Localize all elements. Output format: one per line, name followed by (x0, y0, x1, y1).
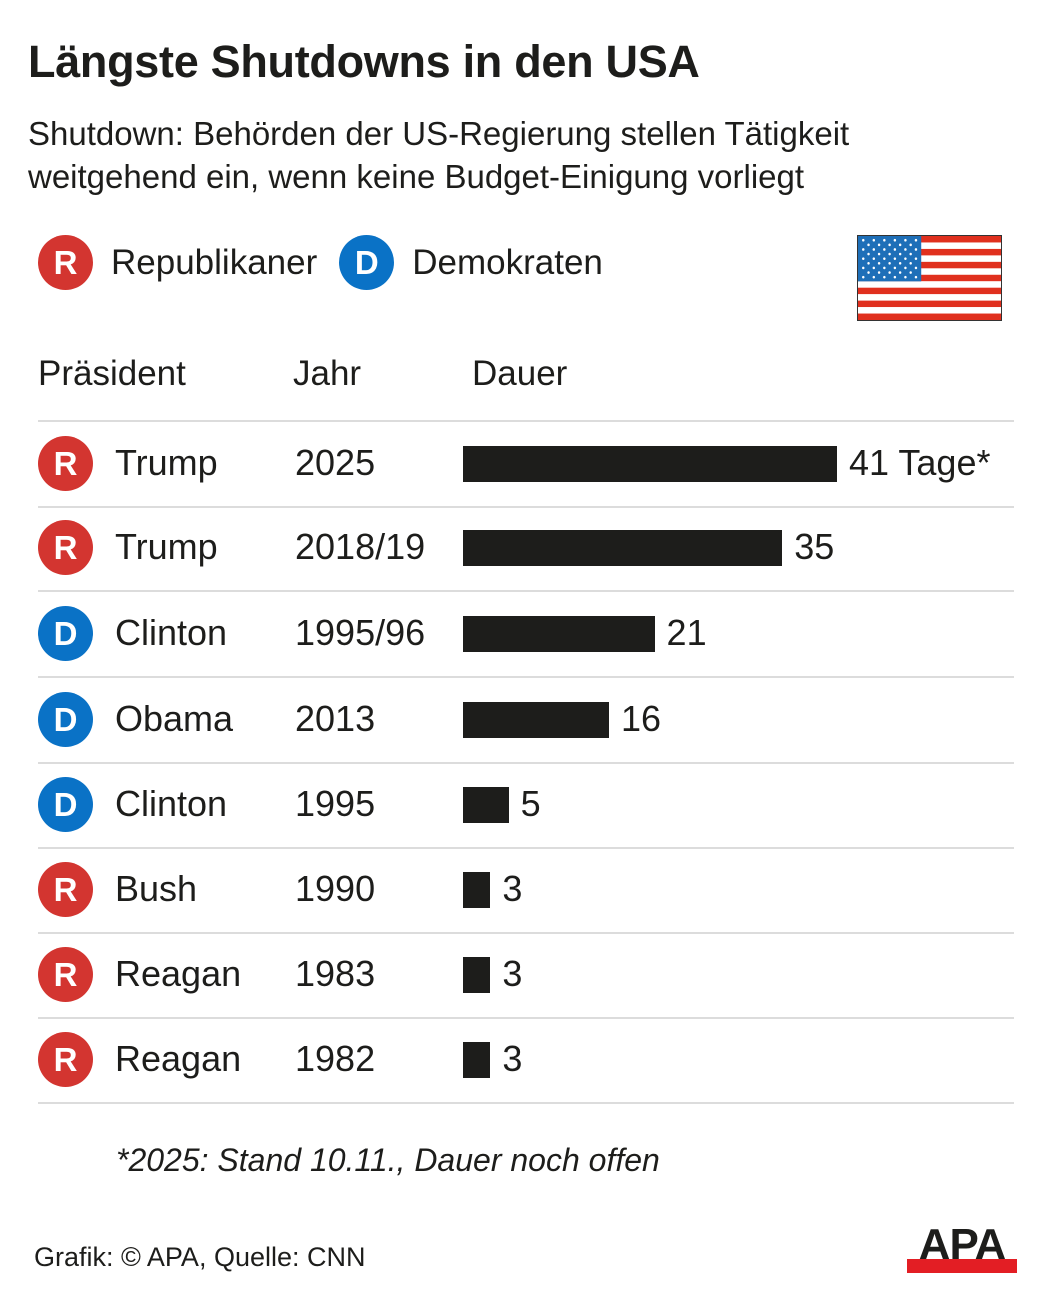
duration-bar (463, 530, 783, 566)
duration-bar (463, 702, 609, 738)
democrat-badge-icon: D (38, 606, 93, 661)
president-name: Obama (115, 698, 234, 739)
table-row: D Clinton 1995/96 21 (38, 592, 1014, 676)
republican-badge-icon: R (38, 436, 93, 491)
table-row: R Reagan 1982 3 (38, 1018, 1014, 1102)
republican-badge-icon: R (38, 947, 93, 1002)
apa-logo: APA (907, 1220, 1017, 1274)
duration-bar (463, 872, 491, 908)
column-header-duration: Dauer (472, 354, 568, 393)
republican-badge-icon: R (38, 862, 93, 917)
duration-label: 5 (520, 783, 541, 824)
shutdown-year: 1995 (295, 783, 376, 824)
table-divider (38, 590, 1014, 592)
chart-subtitle: Shutdown: Behörden der US-Regierung stel… (28, 115, 850, 195)
column-header-year: Jahr (293, 354, 362, 393)
duration-label: 35 (794, 526, 835, 567)
shutdown-year: 2013 (295, 698, 376, 739)
table-divider (38, 1017, 1014, 1019)
table-row: D Obama 2013 16 (38, 678, 1014, 762)
president-name: Reagan (115, 953, 242, 994)
president-name: Trump (115, 442, 218, 483)
president-name: Clinton (115, 612, 228, 653)
democrat-badge-icon: D (38, 692, 93, 747)
legend-label-republican: Republikaner (111, 242, 318, 282)
table-divider (38, 506, 1014, 508)
legend-item-republican: R Republikaner (38, 235, 317, 290)
duration-bar (463, 957, 491, 993)
duration-label: 41 Tage* (849, 442, 991, 483)
president-name: Clinton (115, 783, 228, 824)
table-divider (38, 676, 1014, 678)
column-header-president: Präsident (38, 354, 186, 393)
table-divider (38, 1102, 1014, 1104)
duration-label: 3 (502, 868, 523, 909)
republican-badge-icon: R (38, 235, 93, 290)
president-name: Bush (115, 868, 198, 909)
duration-bar (463, 1042, 491, 1078)
table-divider (38, 420, 1014, 422)
legend-item-democrat: D Demokraten (339, 235, 603, 290)
table-row: R Trump 2025 41 Tage* (38, 422, 1014, 506)
president-name: Reagan (115, 1038, 242, 1079)
duration-bar (463, 446, 837, 482)
democrat-badge-icon: D (38, 777, 93, 832)
duration-label: 3 (502, 1038, 523, 1079)
table-divider (38, 847, 1014, 849)
duration-bar (463, 787, 509, 823)
duration-bar (463, 616, 655, 652)
apa-logo-stripe (907, 1259, 1017, 1273)
shutdown-year: 1982 (295, 1038, 376, 1079)
duration-label: 3 (502, 953, 523, 994)
source-credit: Grafik: © APA, Quelle: CNN (34, 1242, 366, 1272)
legend-label-democrat: Demokraten (412, 242, 603, 282)
president-name: Trump (115, 526, 218, 567)
legend: R Republikaner D Demokraten (38, 235, 625, 290)
table-divider (38, 762, 1014, 764)
footnote: *2025: Stand 10.11., Dauer noch offen (116, 1142, 660, 1178)
table-row: R Bush 1990 3 (38, 848, 1014, 932)
shutdown-year: 1990 (295, 868, 376, 909)
shutdown-year: 1995/96 (295, 612, 426, 653)
republican-badge-icon: R (38, 1032, 93, 1087)
shutdown-year: 1983 (295, 953, 376, 994)
table-row: D Clinton 1995 5 (38, 763, 1014, 847)
chart-title: Längste Shutdowns in den USA (28, 36, 700, 87)
duration-label: 21 (666, 612, 707, 653)
table-row: R Trump 2018/19 35 (38, 506, 1014, 590)
shutdown-year: 2025 (295, 442, 376, 483)
duration-label: 16 (620, 698, 661, 739)
shutdown-year: 2018/19 (295, 526, 426, 567)
republican-badge-icon: R (38, 520, 93, 575)
table-row: R Reagan 1983 3 (38, 933, 1014, 1017)
democrat-badge-icon: D (339, 235, 395, 290)
table-divider (38, 932, 1014, 934)
us-flag-icon (857, 235, 1002, 321)
